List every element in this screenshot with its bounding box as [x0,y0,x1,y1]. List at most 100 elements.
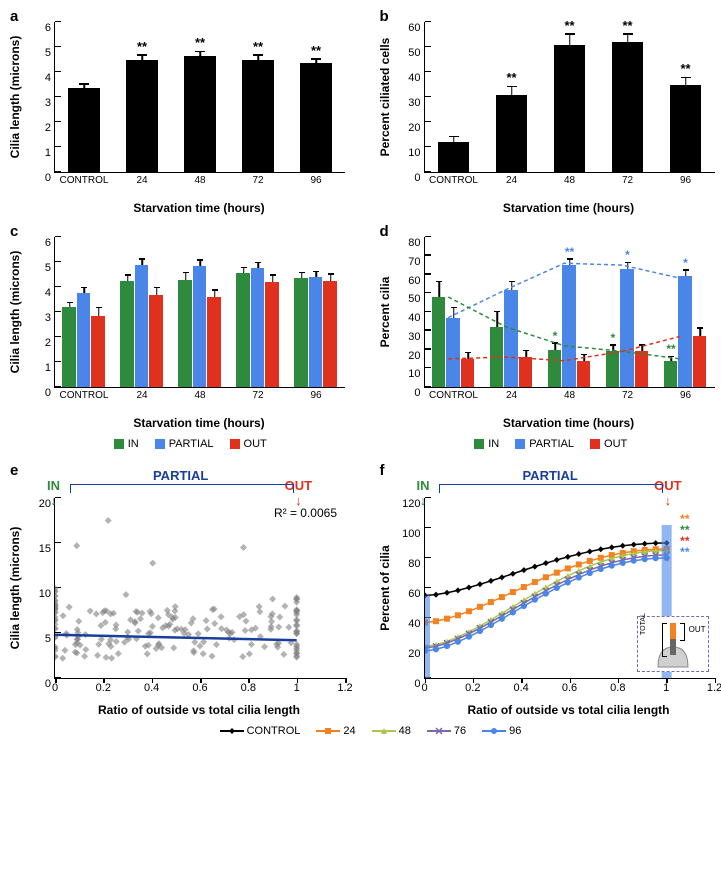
bar [438,142,470,172]
bar [490,327,504,387]
y-axis-label: Cilia length (microns) [8,251,22,374]
y-tick: 20 [395,122,421,134]
bar [265,282,279,387]
y-tick: 5 [25,47,51,59]
partial-bracket [70,484,294,493]
chart-area: 0123456Cilia length (microns)CONTROL24**… [54,22,345,173]
partial-bracket [439,484,663,493]
y-tick: 70 [395,256,421,268]
panel-label: c [10,223,18,240]
panel-d: d01020304050607080Percent ciliaCONTROL24… [380,225,721,430]
x-tick-label: 96 [287,172,345,186]
bar [612,42,644,172]
panel-label: d [380,223,389,240]
y-tick: 1 [25,362,51,374]
bar [135,265,149,388]
bar [120,281,134,387]
y-tick: 0 [395,387,421,399]
legend-swatch [230,439,240,449]
bar [519,357,533,387]
bar [207,297,221,387]
y-tick: 5 [25,262,51,274]
legend-cd: IN PARTIAL OUT [10,438,371,450]
legend-item: OUT [590,438,627,450]
bar [149,295,163,388]
panel-c: c0123456Cilia length (microns)CONTROL244… [10,225,362,430]
y-tick: 30 [395,331,421,343]
panel-a: a 0123456Cilia length (microns)CONTROL24*… [10,10,362,215]
y-tick: 10 [395,368,421,380]
panel-b: b0102030405060Percent ciliated cellsCONT… [380,10,721,215]
bar [496,95,528,173]
y-tick: 80 [395,237,421,249]
y-axis-label: Cilia length (microns) [8,36,22,159]
x-tick-label: 96 [287,387,345,401]
partial-label: PARTIAL [153,468,208,483]
chart-area: 0102030405060Percent ciliated cellsCONTR… [424,22,715,173]
y-tick: 10 [395,147,421,159]
panel-label: a [10,8,18,25]
y-axis-label: Percent of cilia [378,545,392,630]
legend-item: 24 [316,725,355,737]
significance-marker: * [625,248,630,262]
bar [236,273,250,387]
legend-swatch [590,439,600,449]
bar [178,280,192,388]
x-tick-label: 24 [483,387,541,401]
bar [461,359,475,387]
x-tick-label: 48 [171,387,229,401]
x-tick-label: 48 [541,172,599,186]
bar [309,277,323,387]
y-axis-label: Percent cilia [378,277,392,348]
significance-marker: * [553,329,558,343]
x-tick-label: 96 [657,387,715,401]
y-tick: 20 [395,350,421,362]
bar [193,266,207,387]
x-tick-label: 24 [483,172,541,186]
y-tick: 60 [395,275,421,287]
legend-swatch [515,439,525,449]
y-tick: 3 [25,97,51,109]
bar [635,351,649,387]
x-tick-label: 24 [113,387,171,401]
y-tick: 6 [25,22,51,34]
significance-marker: * [611,331,616,345]
legend-f: CONTROL24487696 [10,725,721,737]
y-tick: 3 [25,312,51,324]
y-tick: 0 [395,172,421,184]
y-tick: 0 [25,172,51,184]
x-tick-label: 72 [229,172,287,186]
significance-marker: ** [622,18,632,33]
bar [670,85,702,173]
bar [693,336,707,387]
y-tick: 0 [25,387,51,399]
y-tick: 4 [25,287,51,299]
legend-item: OUT [230,438,267,450]
bar [126,60,158,173]
x-tick-label: 48 [171,172,229,186]
significance-marker: ** [311,43,321,58]
y-axis-label: Percent ciliated cells [378,38,392,157]
bar [548,350,562,388]
bar [664,361,678,387]
y-tick: 40 [395,312,421,324]
r-squared: R² = 0.0065 [274,506,337,520]
bar [432,297,446,387]
significance-marker: * [683,256,688,270]
bar [184,56,216,172]
y-tick: 60 [395,22,421,34]
legend-item: IN [114,438,139,450]
legend-item: PARTIAL [155,438,214,450]
x-axis-label: Starvation time (hours) [424,416,714,430]
significance-marker: ** [680,61,690,76]
x-tick-label: 24 [113,172,171,186]
legend-swatch [474,439,484,449]
legend-item: CONTROL [220,725,301,737]
bar [606,351,620,387]
inset-diagram: TOTALOUT [637,616,709,672]
bar [323,281,337,387]
panel-e: e0510152000.20.40.60.811.2Cilia length (… [10,464,362,717]
x-tick-label: 48 [541,387,599,401]
y-tick: 4 [25,72,51,84]
y-tick: 30 [395,97,421,109]
